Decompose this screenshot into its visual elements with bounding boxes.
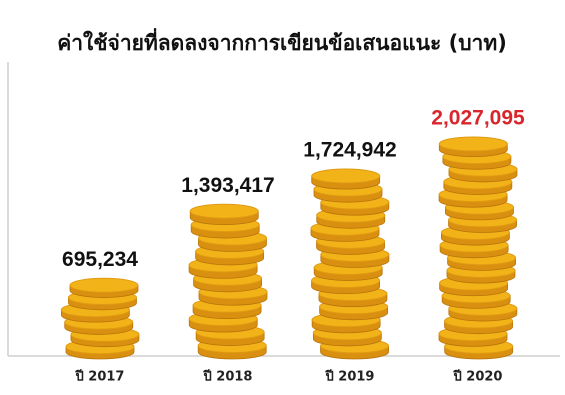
coin-stack [60, 277, 140, 360]
chart-title: ค่าใช้จ่ายที่ลดลงจากการเขียนข้อเสนอแนะ (… [57, 27, 507, 55]
coin-face [189, 203, 259, 219]
x-tick-label: ปี 2020 [452, 369, 502, 385]
coin-stack [310, 168, 390, 360]
value-label: 2,027,095 [431, 107, 525, 130]
coin-face [438, 136, 508, 152]
coin-face [69, 277, 139, 293]
value-label: 1,724,942 [303, 139, 396, 162]
x-tick-label: ปี 2019 [324, 369, 374, 385]
coin-stack [188, 203, 268, 360]
value-label: 1,393,417 [181, 174, 274, 197]
x-tick-label: ปี 2017 [74, 369, 124, 385]
x-tick-label: ปี 2018 [202, 369, 252, 385]
coin-face [311, 168, 381, 184]
value-label: 695,234 [62, 248, 138, 271]
coin-stack [438, 136, 518, 360]
